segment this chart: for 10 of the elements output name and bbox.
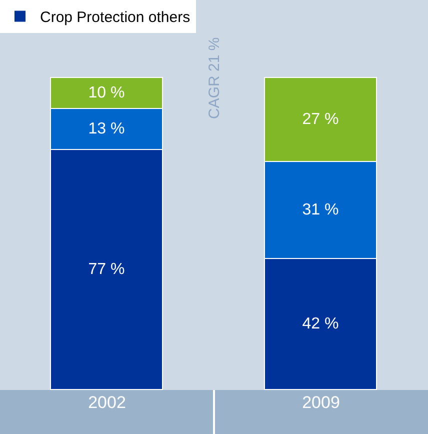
- data-label: 10 %: [88, 84, 125, 102]
- annotation: CAGR 21 %: [206, 37, 223, 119]
- x-tick-label: 2002: [88, 393, 126, 412]
- x-tick-label: 2009: [302, 393, 340, 412]
- data-label: 13 %: [88, 120, 125, 138]
- data-label: 77 %: [88, 261, 125, 278]
- data-label: 27 %: [302, 111, 339, 128]
- data-label: 31 %: [302, 202, 339, 218]
- legend-label: Crop Protection others: [40, 9, 190, 26]
- data-label: 42 %: [302, 316, 339, 332]
